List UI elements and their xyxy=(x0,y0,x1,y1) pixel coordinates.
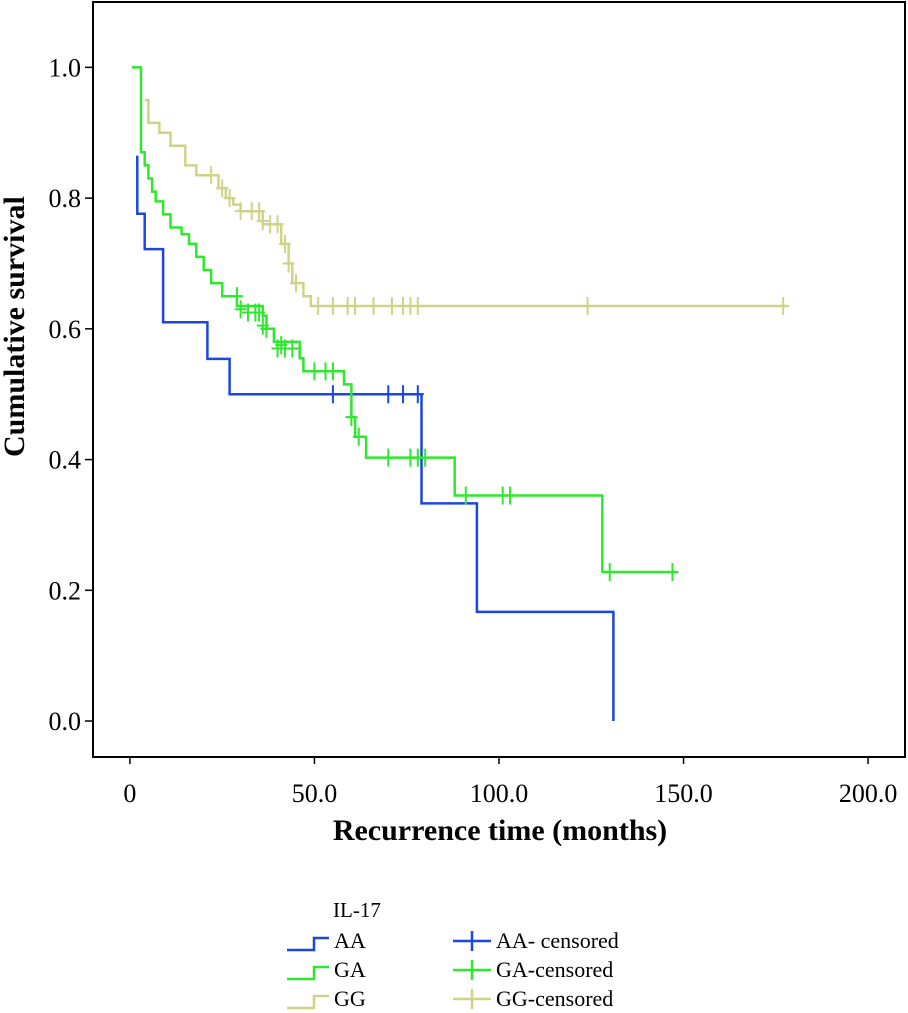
series-gg xyxy=(144,98,790,315)
censored-mark xyxy=(271,215,284,234)
censored-mark xyxy=(326,362,339,381)
censored-mark xyxy=(223,189,236,208)
legend-item-gg: GG xyxy=(286,985,366,1013)
survival-chart: 0.0 0.2 0.4 0.6 0.8 1.0 0 50.0 100.0 150.0 200.0 xyxy=(49,1,906,808)
censored-mark xyxy=(290,274,302,293)
legend-label: GG-censored xyxy=(496,986,614,1011)
censored-mark xyxy=(397,385,410,404)
censored-mark xyxy=(282,254,295,273)
series-ga xyxy=(131,66,679,582)
x-tick-label: 100.0 xyxy=(470,779,529,808)
censored-mark xyxy=(205,166,218,185)
censored-mark xyxy=(382,448,395,467)
censored-mark xyxy=(349,296,362,315)
legend-censored-swatch xyxy=(453,931,491,951)
censored-mark xyxy=(666,563,679,582)
y-tick-label: 0.6 xyxy=(49,315,82,344)
censored-mark xyxy=(216,179,229,198)
x-tick-label: 0 xyxy=(123,779,136,808)
legend-line-swatch xyxy=(287,965,329,981)
y-tick-label: 0.4 xyxy=(49,446,82,475)
survival-line-ga xyxy=(131,66,677,574)
legend-item-ga: GA xyxy=(286,956,366,984)
censored-mark xyxy=(777,296,790,315)
series-layer xyxy=(131,66,790,721)
y-tick-label: 0.8 xyxy=(49,184,82,213)
censored-mark xyxy=(286,339,299,358)
legend-title: IL-17 xyxy=(333,898,381,922)
legend-label: AA- censored xyxy=(496,928,619,953)
legend-item-aa-censored: AA- censored xyxy=(452,927,619,955)
censored-mark xyxy=(312,296,325,315)
x-axis-label: Recurrence time (months) xyxy=(332,814,668,847)
y-tick-label: 0.2 xyxy=(49,576,82,605)
x-tick-label: 200.0 xyxy=(839,779,898,808)
x-axis: 0 50.0 100.0 150.0 200.0 xyxy=(123,757,897,808)
legend-label: GA xyxy=(334,957,366,982)
censored-mark xyxy=(459,486,472,505)
censored-mark xyxy=(278,234,291,253)
censored-mark xyxy=(326,296,339,315)
censored-mark xyxy=(411,296,424,315)
legend-censored-swatch xyxy=(453,960,491,980)
censored-mark xyxy=(234,202,247,221)
censored-mark xyxy=(253,303,266,322)
x-tick-label: 50.0 xyxy=(292,779,338,808)
censored-mark xyxy=(352,427,365,446)
legend-item-ga-censored: GA-censored xyxy=(452,956,613,984)
survival-line-aa xyxy=(136,155,615,721)
legend-label: GG xyxy=(334,986,366,1011)
censored-mark xyxy=(419,448,432,467)
y-axis-label: Cumulative survival xyxy=(0,196,31,457)
censored-mark xyxy=(367,296,380,315)
y-tick-label: 0.0 xyxy=(49,707,82,736)
censored-mark xyxy=(345,408,358,427)
censored-mark xyxy=(581,296,594,315)
legend-item-aa: AA xyxy=(286,927,366,955)
survival-line-gg xyxy=(144,98,787,308)
censored-mark xyxy=(253,202,266,221)
legend-label: GA-censored xyxy=(496,957,614,982)
censored-mark xyxy=(603,563,616,582)
legend-line-swatch xyxy=(287,994,329,1010)
censored-mark xyxy=(504,486,517,505)
series-aa xyxy=(136,155,615,721)
censored-mark xyxy=(326,385,339,404)
y-axis: 0.0 0.2 0.4 0.6 0.8 1.0 xyxy=(49,53,93,736)
censored-mark xyxy=(256,211,269,230)
y-tick-label: 1.0 xyxy=(49,53,82,82)
censored-mark xyxy=(385,296,398,315)
censored-mark xyxy=(411,385,424,404)
x-tick-label: 150.0 xyxy=(654,779,713,808)
legend-item-gg-censored: GG-censored xyxy=(452,985,613,1013)
legend-label: AA xyxy=(334,928,366,953)
censored-mark xyxy=(382,385,395,404)
censored-mark xyxy=(260,319,273,338)
censored-mark xyxy=(308,362,321,381)
plot-frame xyxy=(92,1,906,758)
legend-line-swatch xyxy=(287,936,329,952)
censored-mark xyxy=(234,300,247,319)
legend-censored-swatch xyxy=(453,989,491,1009)
censored-mark xyxy=(230,287,243,306)
